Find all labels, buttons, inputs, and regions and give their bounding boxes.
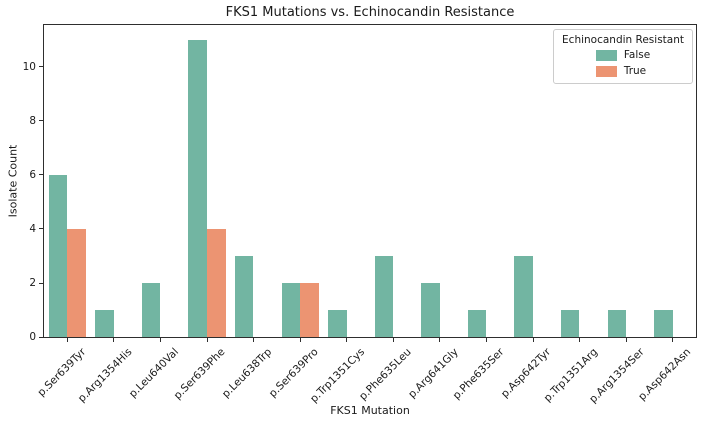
legend-entry-true: True: [595, 65, 647, 77]
bar-p.Ser639Pro-true: [300, 283, 319, 337]
x-tick-mark: [625, 338, 627, 342]
x-tick-mark: [346, 338, 348, 342]
bar-p.Phe635Leu-false: [374, 256, 394, 337]
x-tick-mark: [485, 338, 487, 342]
x-tick-mark: [113, 338, 115, 342]
y-tick-mark: [39, 66, 43, 68]
legend-label: False: [623, 49, 651, 61]
bar-p.Asp642Asn-false: [654, 310, 673, 337]
bar-p.Arg1354Ser-false: [607, 310, 627, 337]
legend-entries: False True: [595, 49, 651, 77]
bar-p.Ser639Phe-true: [207, 228, 226, 337]
x-tick-mark: [439, 338, 441, 342]
x-tick-mark: [579, 338, 581, 342]
legend-swatch-true: [595, 65, 617, 77]
bar-p.Leu638Trp-false: [234, 256, 254, 337]
y-tick-mark: [39, 174, 43, 176]
bar-p.Arg641Gly-false: [421, 283, 440, 337]
bar-p.Trp1351Arg-false: [560, 310, 580, 337]
x-tick-mark: [66, 338, 68, 342]
bar-p.Trp1351Cys-false: [328, 310, 347, 337]
x-tick-mark: [392, 338, 394, 342]
bar-p.Arg1354His-false: [95, 310, 114, 337]
bar-p.Ser639Tyr-true: [67, 228, 86, 337]
legend-title: Echinocandin Resistant: [562, 34, 684, 46]
y-tick-mark: [39, 282, 43, 284]
y-axis-label: Isolate Count: [6, 144, 20, 218]
x-tick-label: p.Leu638Trp: [219, 346, 275, 401]
bar-p.Ser639Phe-false: [188, 39, 207, 337]
legend-swatch-false: [595, 49, 617, 61]
y-tick-label: 6: [29, 168, 36, 181]
bar-p.Ser639Pro-false: [281, 283, 301, 337]
x-tick-mark: [672, 338, 674, 342]
x-tick-mark: [532, 338, 534, 342]
x-tick-mark: [253, 338, 255, 342]
chart-title: FKS1 Mutations vs. Echinocandin Resistan…: [225, 5, 515, 20]
y-tick-mark: [39, 336, 43, 338]
y-tick-label: 4: [29, 222, 36, 235]
bar-p.Phe635Ser-false: [467, 310, 487, 337]
x-tick-mark: [159, 338, 161, 342]
plot-area: Echinocandin Resistant False True: [43, 24, 697, 338]
bar-p.Asp642Tyr-false: [514, 256, 533, 337]
y-tick-mark: [39, 228, 43, 230]
bar-p.Leu640Val-false: [141, 283, 161, 337]
legend-entry-false: False: [595, 49, 651, 61]
x-tick-mark: [206, 338, 208, 342]
y-tick-label: 10: [22, 60, 36, 73]
bar-p.Ser639Tyr-false: [48, 174, 68, 337]
legend-label: True: [623, 65, 647, 77]
x-axis-label: FKS1 Mutation: [330, 404, 410, 417]
y-tick-label: 8: [29, 114, 36, 127]
y-tick-label: 0: [29, 330, 36, 343]
y-tick-label: 2: [29, 276, 36, 289]
y-tick-mark: [39, 120, 43, 122]
legend: Echinocandin Resistant False True: [553, 29, 693, 84]
x-tick-mark: [299, 338, 301, 342]
